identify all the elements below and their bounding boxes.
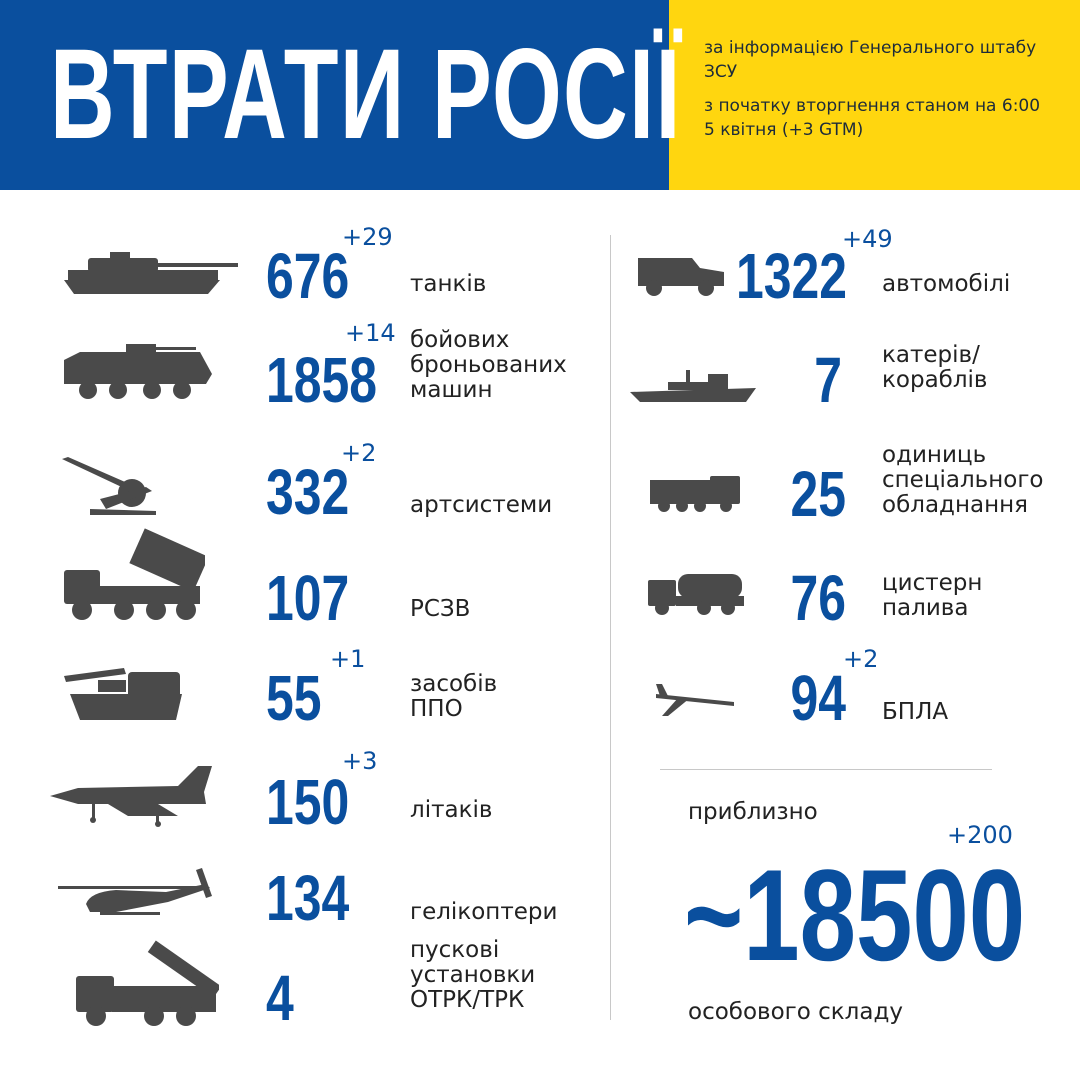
air-defense-label: засобів ППО [410, 671, 498, 722]
vehicles-count: 1322 [736, 240, 848, 312]
afv-delta: +14 [345, 319, 396, 347]
fuel-tanker-icon [648, 574, 744, 615]
column-divider [610, 235, 611, 1020]
personnel-divider [660, 769, 992, 770]
afv-count: 1858 [266, 344, 378, 416]
artillery-label: артсистеми [410, 492, 553, 518]
afv-label: бойових броньованих машин [410, 327, 567, 403]
vehicles-delta: +49 [842, 225, 893, 253]
boats-count: 7 [814, 344, 842, 416]
drones-count: 94 [790, 662, 846, 734]
air-defense-delta: +1 [330, 645, 366, 673]
special-label: одиниць спеціального обладнання [882, 442, 1044, 518]
artillery-icon [62, 457, 156, 515]
truck-icon [638, 258, 724, 296]
drones-delta: +2 [843, 645, 879, 673]
source-note: за інформацією Генерального штабу ЗСУ з … [704, 36, 1054, 152]
personnel-delta: +200 [947, 821, 1013, 849]
artillery-count: 332 [266, 456, 350, 528]
source-line: за інформацією Генерального штабу ЗСУ [704, 38, 1037, 82]
aircraft-label: літаків [410, 797, 493, 823]
air-defense-count: 55 [266, 662, 322, 734]
boats-label: катерів/ кораблів [882, 342, 988, 393]
tank-icon [64, 252, 238, 294]
launcher-count: 4 [266, 962, 294, 1034]
page-title: ВТРАТИ РОСІЇ [50, 23, 682, 166]
ship-icon [630, 370, 756, 402]
personnel-count: ~18500 [684, 842, 1026, 988]
helicopter-icon [58, 868, 212, 915]
personnel-prefix: приблизно [688, 799, 818, 825]
mlrs-count: 107 [266, 562, 350, 634]
missile-launcher-icon [76, 940, 219, 1026]
drones-label: БПЛА [882, 699, 949, 725]
fuel-count: 76 [790, 562, 846, 634]
tanks-label: танків [410, 271, 487, 297]
air-defense-icon [64, 668, 182, 720]
helicopter-label: гелікоптери [410, 899, 558, 925]
aircraft-count: 150 [266, 766, 350, 838]
vehicles-label: автомобілі [882, 271, 1011, 297]
tanks-delta: +29 [342, 223, 393, 251]
fuel-label: цистерн палива [882, 570, 983, 621]
tanks-count: 676 [266, 240, 350, 312]
artillery-delta: +2 [341, 439, 377, 467]
special-vehicle-icon [650, 476, 740, 512]
launcher-label: пускові установки ОТРК/ТРК [410, 937, 536, 1013]
aircraft-icon [50, 766, 212, 827]
helicopter-count: 134 [266, 862, 350, 934]
mlrs-icon [64, 528, 205, 620]
personnel-label: особового складу [688, 999, 903, 1025]
special-count: 25 [790, 458, 846, 530]
date-line: з початку вторгнення станом на 6:00 5 кв… [704, 96, 1041, 140]
armored-vehicle-icon [64, 344, 212, 399]
drone-icon [656, 684, 734, 716]
mlrs-label: РСЗВ [410, 596, 471, 622]
header-blue-panel [0, 0, 669, 190]
header-yellow-panel [669, 0, 1080, 190]
aircraft-delta: +3 [342, 747, 378, 775]
